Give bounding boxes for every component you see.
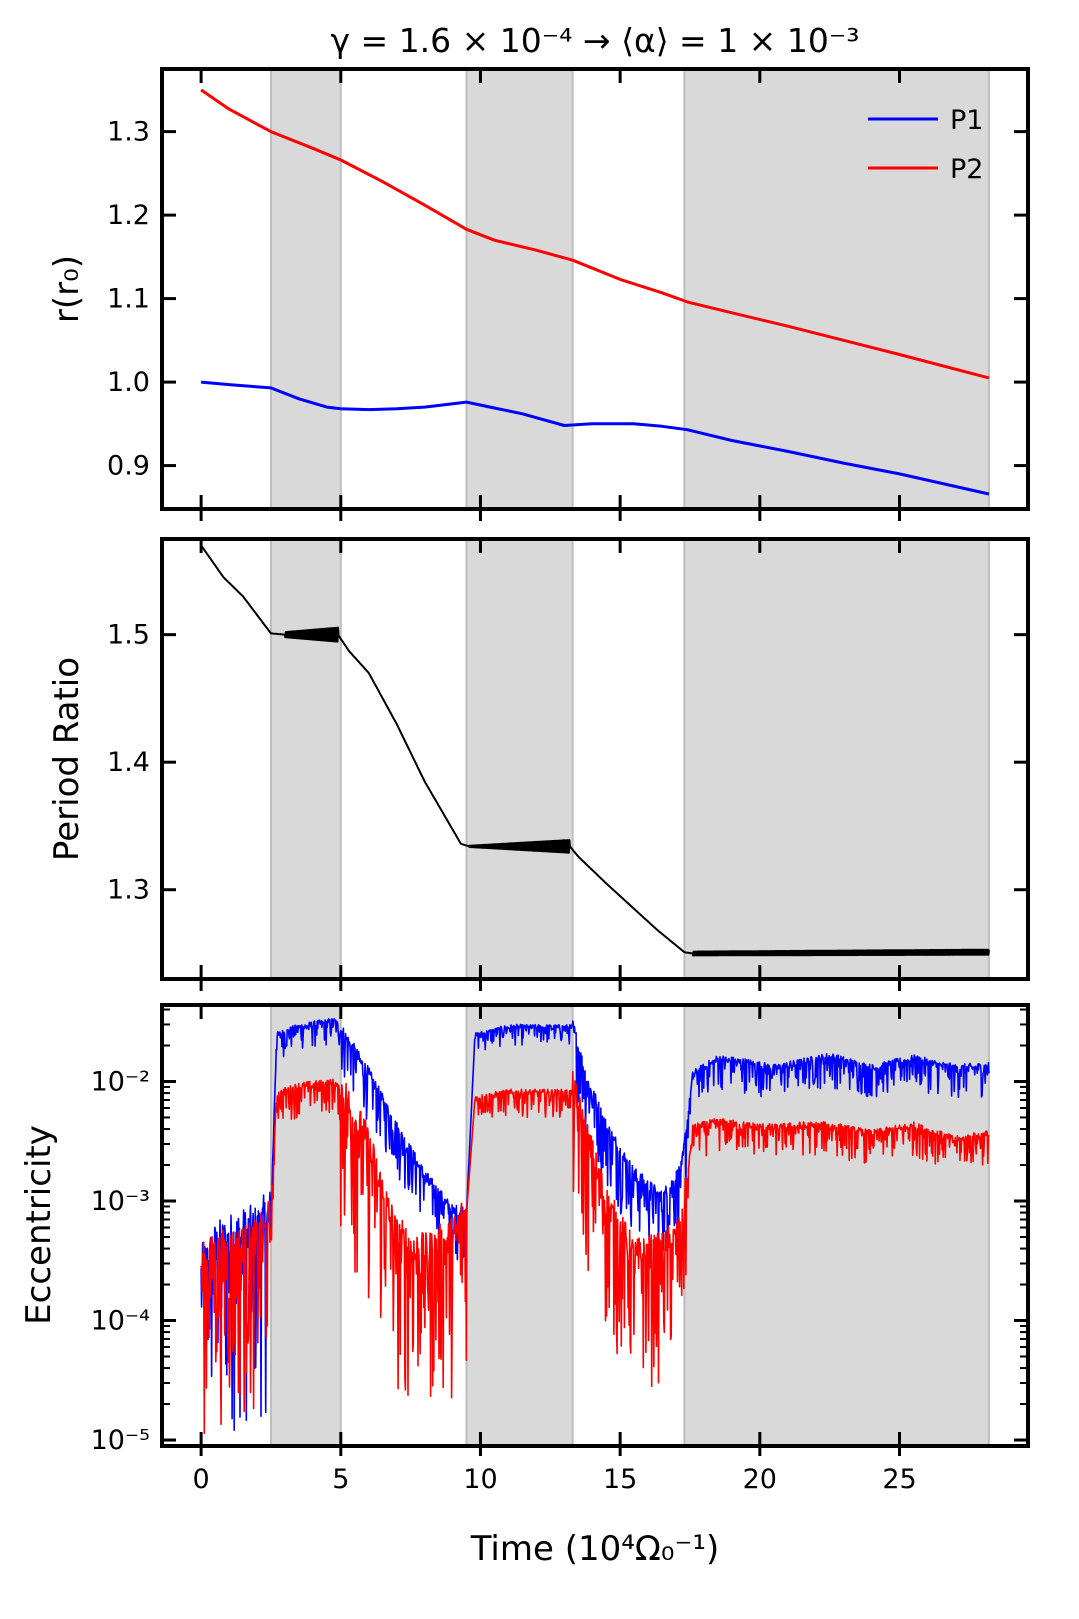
x-tick-label: 0	[193, 1464, 210, 1495]
axis-ticks: 0.9 1.0 1.1 1.2 1.3	[107, 69, 1028, 521]
x-tick-label: 5	[332, 1464, 349, 1495]
y-tick-label: 10⁻⁴	[91, 1306, 150, 1337]
shaded-region	[465, 68, 574, 510]
y-tick-label: 0.9	[107, 451, 150, 482]
y-tick-label: 10⁻²	[91, 1066, 150, 1097]
y-tick-label: 10⁻³	[91, 1186, 150, 1217]
legend: P1 P2	[868, 105, 983, 185]
shaded-region	[269, 1004, 342, 1447]
x-axis-label: Time (10⁴Ω₀⁻¹)	[470, 1529, 720, 1569]
legend-label-p1: P1	[950, 105, 983, 136]
y-tick-label: 10⁻⁵	[91, 1425, 150, 1456]
y-tick-label: 1.4	[107, 747, 150, 778]
figure-title: γ = 1.6 × 10⁻⁴ → ⟨α⟩ = 1 × 10⁻³	[331, 21, 860, 60]
radius-panel: 0.9 1.0 1.1 1.2 1.3 r(r₀) P1 P2	[47, 67, 1030, 521]
axes-frame	[160, 67, 1030, 511]
shaded-region	[269, 68, 342, 510]
shaded-region	[683, 68, 990, 510]
series-line-p1	[200, 380, 990, 496]
y-axis-label: Eccentricity	[19, 1125, 59, 1325]
legend-label-p2: P2	[950, 154, 983, 185]
plot-lines	[200, 88, 990, 496]
axes-frame	[160, 537, 1030, 981]
axis-ticks: 1.3 1.4 1.5	[107, 539, 1028, 991]
series-line-p2	[200, 88, 990, 380]
shaded-regions	[269, 68, 990, 510]
shaded-region	[465, 1004, 574, 1447]
series-line-p2	[200, 1070, 990, 1434]
plot-lines	[200, 1018, 990, 1434]
axes-frame	[160, 1003, 1030, 1448]
axis-ticks: 0 5 10 15 20 25 10⁻⁵ 10⁻⁴ 10⁻³ 10⁻²	[91, 1005, 1028, 1495]
y-tick-label: 1.3	[107, 875, 150, 906]
series-line-period-ratio	[200, 544, 990, 957]
y-tick-label: 1.1	[107, 284, 150, 315]
y-axis-label: r(r₀)	[47, 255, 87, 323]
y-tick-label: 1.0	[107, 367, 150, 398]
x-tick-label: 10	[463, 1464, 497, 1495]
series-line-p1	[200, 1018, 990, 1431]
x-tick-label: 20	[743, 1464, 777, 1495]
shaded-region	[269, 538, 342, 980]
shaded-regions	[269, 538, 990, 980]
plot-lines	[200, 544, 990, 957]
period-ratio-panel: 1.3 1.4 1.5 Period Ratio	[47, 537, 1030, 991]
y-axis-label: Period Ratio	[47, 657, 87, 861]
x-tick-label: 25	[882, 1464, 916, 1495]
y-tick-label: 1.3	[107, 117, 150, 148]
shaded-region	[683, 538, 990, 980]
y-tick-label: 1.2	[107, 200, 150, 231]
x-tick-label: 15	[603, 1464, 637, 1495]
y-tick-label: 1.5	[107, 620, 150, 651]
shaded-region	[465, 538, 574, 980]
